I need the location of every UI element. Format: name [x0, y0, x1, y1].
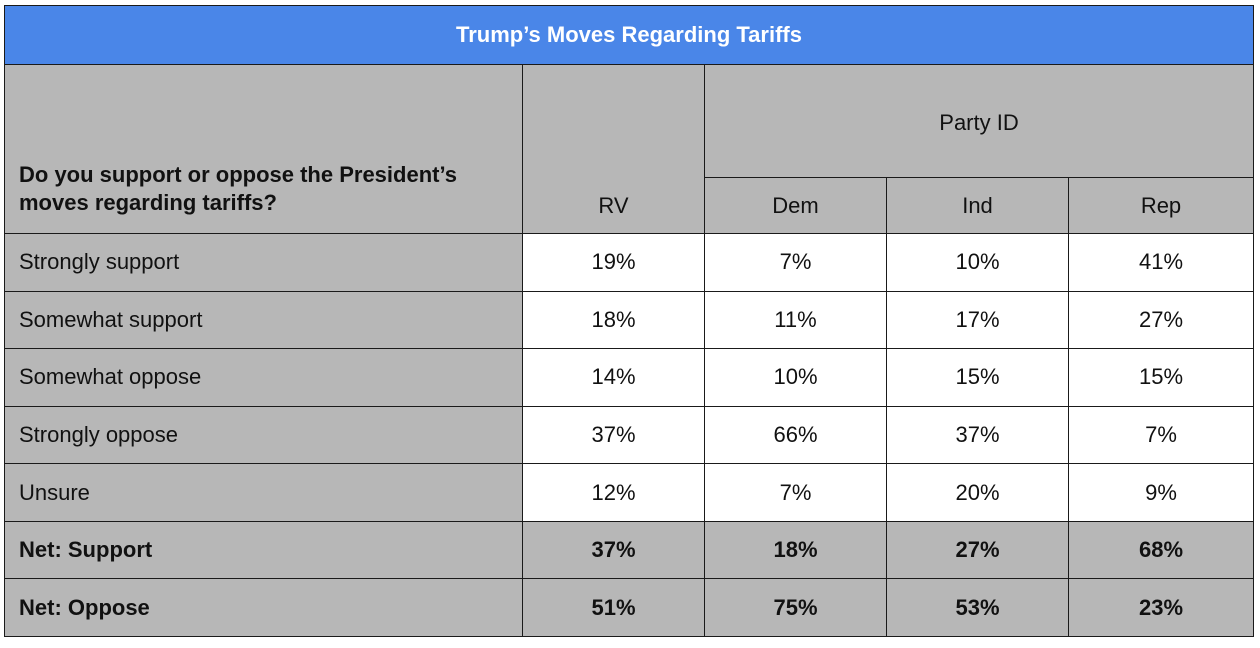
row-label: Net: Support — [4, 520, 523, 580]
table-row: Net: Support 37% 18% 27% 68% — [4, 520, 1254, 580]
cell-value-rep: 41% — [1068, 233, 1254, 292]
cell-value-dem: 7% — [704, 463, 887, 522]
row-label: Net: Oppose — [4, 578, 523, 637]
row-label: Somewhat oppose — [4, 348, 523, 407]
cell-value-rv: 51% — [522, 578, 705, 637]
cell-value-rv: 19% — [522, 233, 705, 292]
row-label: Somewhat support — [4, 290, 523, 350]
cell-value-rep: 27% — [1068, 290, 1254, 350]
cell-value-ind: 10% — [886, 233, 1069, 292]
cell-value-dem: 75% — [704, 578, 887, 637]
table-row: Strongly oppose 37% 66% 37% 7% — [4, 405, 1254, 465]
cell-value-ind: 37% — [886, 405, 1069, 465]
party-id-group-header: Party ID — [704, 64, 1254, 178]
cell-value-rv: 14% — [522, 348, 705, 407]
table-row: Somewhat oppose 14% 10% 15% 15% — [4, 348, 1254, 407]
cell-value-rep: 15% — [1068, 348, 1254, 407]
cell-value-dem: 11% — [704, 290, 887, 350]
crosstab-table-container: Trump’s Moves Regarding Tariffs Do you s… — [4, 5, 1254, 637]
cell-value-ind: 20% — [886, 463, 1069, 522]
row-label: Strongly oppose — [4, 405, 523, 465]
cell-value-ind: 27% — [886, 520, 1069, 580]
table-row: Net: Oppose 51% 75% 53% 23% — [4, 578, 1254, 637]
table-row: Strongly support 19% 7% 10% 41% — [4, 233, 1254, 292]
cell-value-dem: 18% — [704, 520, 887, 580]
cell-value-ind: 17% — [886, 290, 1069, 350]
cell-value-ind: 53% — [886, 578, 1069, 637]
cell-value-rv: 37% — [522, 405, 705, 465]
cell-value-dem: 66% — [704, 405, 887, 465]
cell-value-rv: 18% — [522, 290, 705, 350]
cell-value-dem: 7% — [704, 233, 887, 292]
cell-value-ind: 15% — [886, 348, 1069, 407]
cell-value-rep: 9% — [1068, 463, 1254, 522]
table-title: Trump’s Moves Regarding Tariffs — [4, 5, 1254, 65]
column-header-rep: Rep — [1068, 177, 1254, 234]
row-label: Strongly support — [4, 233, 523, 292]
table-body: Strongly support 19% 7% 10% 41% Somewhat supp… — [4, 233, 1254, 637]
row-label: Unsure — [4, 463, 523, 522]
crosstab-table: Trump’s Moves Regarding Tariffs Do you s… — [4, 5, 1254, 637]
column-header-rv: RV — [522, 64, 705, 234]
column-header-ind: Ind — [886, 177, 1069, 234]
column-header-dem: Dem — [704, 177, 887, 234]
cell-value-rep: 68% — [1068, 520, 1254, 580]
table-row: Unsure 12% 7% 20% 9% — [4, 463, 1254, 522]
table-row: Somewhat support 18% 11% 17% 27% — [4, 290, 1254, 350]
question-text: Do you support or oppose the President’s… — [4, 64, 523, 234]
cell-value-rep: 7% — [1068, 405, 1254, 465]
cell-value-dem: 10% — [704, 348, 887, 407]
cell-value-rep: 23% — [1068, 578, 1254, 637]
cell-value-rv: 37% — [522, 520, 705, 580]
cell-value-rv: 12% — [522, 463, 705, 522]
